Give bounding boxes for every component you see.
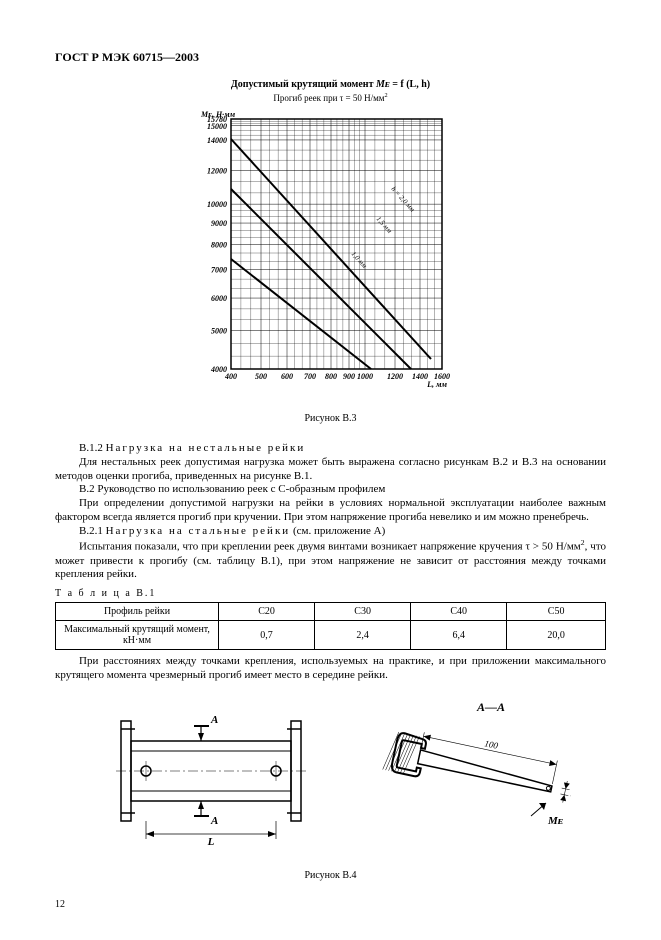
p5a: Испытания показали, что при креплении ре… (79, 541, 581, 553)
svg-text:900: 900 (343, 372, 355, 381)
b12-label: В.1.2 Нагрузка на нестальные рейки (79, 442, 305, 454)
chart-subtitle: Прогиб реек при τ = 50 Н/мм2 (55, 92, 606, 103)
td-c50: 20,0 (507, 621, 606, 650)
svg-text:1400: 1400 (412, 372, 428, 381)
svg-text:1200: 1200 (387, 372, 403, 381)
svg-text:15000: 15000 (207, 122, 227, 131)
section-b12-heading: В.1.2 Нагрузка на нестальные рейки (55, 442, 606, 456)
chart-subtitle-text: Прогиб реек при τ = 50 Н/мм (273, 93, 384, 103)
svg-text:12000: 12000 (207, 166, 227, 175)
p-b2: В.2 Руководство по использованию реек с … (55, 483, 606, 497)
chart-title-var: Mᴇ (376, 79, 390, 90)
td-c20: 0,7 (219, 621, 315, 650)
svg-text:800: 800 (325, 372, 337, 381)
svg-text:A—A: A—A (475, 700, 504, 714)
svg-text:9000: 9000 (211, 219, 227, 228)
after-table-para: При расстояниях между точками крепления,… (55, 655, 606, 683)
table-row: Профиль рейки C20 C30 C40 C50 (56, 603, 606, 621)
svg-text:Mᴇ, Н·мм: Mᴇ, Н·мм (200, 110, 236, 119)
td-c40: 6,4 (411, 621, 507, 650)
svg-text:1,5 мм: 1,5 мм (374, 215, 393, 235)
svg-text:8000: 8000 (211, 241, 227, 250)
p-b12-body: Для нестальных реек допустимая нагрузка … (55, 456, 606, 484)
td-c30: 2,4 (315, 621, 411, 650)
doc-header: ГОСТ Р МЭК 60715—2003 (55, 50, 606, 65)
svg-text:600: 600 (281, 372, 293, 381)
chart-title-pre: Допустимый крутящий момент (231, 79, 376, 90)
td-label: Максимальный крутящий момент, кН·мм (56, 621, 219, 650)
svg-text:Mᴇ: Mᴇ (547, 815, 564, 827)
th-c30: C30 (315, 603, 411, 621)
chart-title: Допустимый крутящий момент Mᴇ = f (L, h) (55, 79, 606, 90)
svg-text:1000: 1000 (357, 372, 373, 381)
fig4-caption: Рисунок В.4 (55, 870, 606, 881)
svg-text:100: 100 (483, 738, 499, 751)
svg-text:A: A (210, 714, 218, 726)
chart-subtitle-sup: 2 (385, 92, 388, 99)
page-number: 12 (55, 899, 606, 910)
section-b21-heading: В.2.1 Нагрузка на стальные рейки (см. пр… (55, 525, 606, 539)
svg-text:h: h (569, 788, 570, 800)
svg-text:L, мм: L, мм (426, 380, 447, 389)
svg-text:10000: 10000 (207, 200, 227, 209)
table-label: Т а б л и ц а В.1 (55, 588, 606, 599)
p-b21-body: Испытания показали, что при креплении ре… (55, 538, 606, 582)
th-c40: C40 (411, 603, 507, 621)
chart-b3: 1578015000140001200010000900080007000600… (55, 109, 606, 399)
svg-text:L: L (206, 836, 214, 848)
b21-label: В.2.1 Нагрузка на стальные рейки (см. пр… (79, 525, 385, 537)
svg-text:700: 700 (304, 372, 316, 381)
p-b2-body: При определении допустимой нагрузки на р… (55, 497, 606, 525)
svg-text:6000: 6000 (211, 294, 227, 303)
svg-text:400: 400 (224, 372, 237, 381)
svg-text:h = 2,0 мм: h = 2,0 мм (389, 185, 416, 214)
chart-svg: 1578015000140001200010000900080007000600… (181, 109, 481, 399)
svg-text:7000: 7000 (211, 266, 227, 275)
svg-text:A: A (210, 815, 218, 827)
table-row: Максимальный крутящий момент, кН·мм 0,7 … (56, 621, 606, 650)
fig4-wrap: AALA—A100hMᴇ (55, 691, 606, 856)
fig3-caption: Рисунок В.3 (55, 413, 606, 424)
svg-text:500: 500 (255, 372, 267, 381)
th-c20: C20 (219, 603, 315, 621)
chart-title-eq: = f (L, h) (390, 79, 430, 90)
th-c50: C50 (507, 603, 606, 621)
fig4-svg: AALA—A100hMᴇ (91, 691, 571, 856)
table-b1: Профиль рейки C20 C30 C40 C50 Максимальн… (55, 602, 606, 650)
svg-text:5000: 5000 (211, 326, 227, 335)
th-profile: Профиль рейки (56, 603, 219, 621)
svg-text:14000: 14000 (207, 136, 227, 145)
